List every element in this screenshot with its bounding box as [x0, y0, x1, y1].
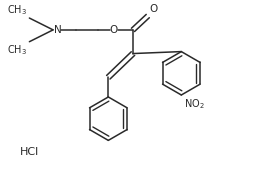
Text: HCl: HCl [19, 147, 39, 157]
Text: CH$_3$: CH$_3$ [7, 3, 27, 17]
Text: N: N [54, 25, 62, 35]
Text: NO$_2$: NO$_2$ [184, 97, 205, 111]
Text: CH$_3$: CH$_3$ [7, 43, 27, 56]
Text: O: O [109, 25, 117, 35]
Text: O: O [150, 4, 158, 14]
